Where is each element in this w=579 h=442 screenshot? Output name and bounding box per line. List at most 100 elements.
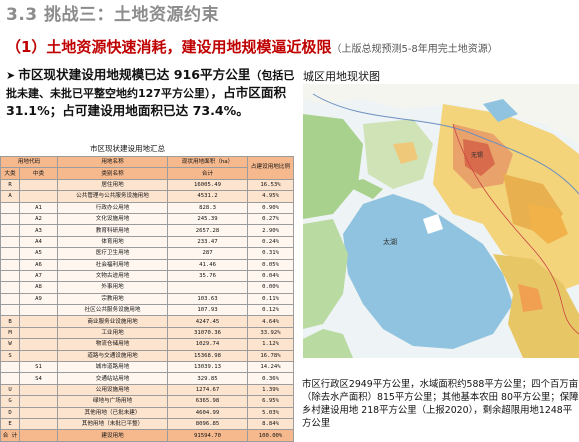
cell-share: 0.36% (247, 372, 295, 385)
cell-minor (18, 429, 59, 442)
cell-minor (18, 395, 59, 408)
cell-major (0, 235, 20, 249)
land-use-table: 用地代码 用地名称 现状用地面积（ha） 占建设用地比例 大类 中类 类别名称 … (0, 155, 295, 442)
cell-share: 0.05% (247, 258, 295, 271)
cell-area: 287 (167, 247, 249, 260)
cell-name: 教育科研用地 (57, 224, 169, 237)
cell-name: 城市道路用地 (57, 361, 169, 374)
cell-major: G (0, 395, 20, 408)
header-total: 合计 (167, 167, 249, 180)
table-row: A1 行政办公用地 828.3 0.90% (0, 201, 295, 214)
cell-area: 15368.98 (167, 349, 249, 363)
header-code: 用地代码 (0, 155, 59, 169)
cell-name: 社会福利用地 (57, 258, 169, 271)
cell-area: 41.46 (167, 258, 249, 271)
section-subtitle: （1）土地资源快速消耗，建设用地规模逼近极限（上版总规预测5-8年用完土地资源） (6, 36, 498, 57)
cell-minor (18, 178, 59, 192)
top-bar (0, 0, 579, 27)
table-row: S4 交通站站用地 329.85 0.36% (0, 372, 295, 385)
cell-area: 31070.36 (167, 326, 249, 340)
map-caption: 市区行政区2949平方公里，水域面积约588平方公里；四个百万亩（除去水产面积）… (302, 379, 579, 429)
cell-share: 6.95% (247, 395, 295, 408)
cell-share: 0.04% (247, 269, 295, 283)
cell-share: 2.90% (247, 224, 295, 237)
cell-major (0, 372, 20, 385)
header-share: 占建设用地比例 (247, 156, 295, 180)
cell-name: 宗教用地 (57, 292, 169, 306)
cell-major: 合 计 (0, 429, 20, 442)
cell-minor (18, 406, 59, 420)
cell-minor (18, 315, 59, 328)
cell-major: E (0, 417, 20, 431)
cell-share: 0.90% (247, 201, 295, 214)
cell-minor (18, 417, 59, 431)
cell-minor: A5 (18, 247, 59, 260)
cell-name: 居住用地 (57, 178, 169, 192)
cell-share: 16.53% (247, 178, 295, 192)
table-row: A5 医疗卫生用地 287 0.31% (0, 247, 295, 260)
cell-share: 1.39% (247, 383, 295, 397)
cell-name: 交通站站用地 (57, 372, 169, 385)
cell-area: 16005.49 (167, 178, 249, 192)
cell-share: 16.78% (247, 349, 295, 363)
cell-minor (18, 190, 59, 203)
table-row: B 商业服务业设施用地 4247.45 4.64% (0, 315, 295, 328)
page-title: 3.3 挑战三：土地资源约束 (6, 5, 220, 25)
land-use-map: 太湖 无锡 (303, 84, 579, 358)
cell-minor (18, 349, 59, 363)
table-row: 合 计 建设用地 91594.70 100.00% (0, 429, 295, 442)
cell-name: 外事用地 (57, 281, 169, 294)
cell-share: 1.12% (247, 338, 295, 351)
cell-name: 公共管理与公共服务设施用地 (57, 190, 169, 203)
table-row: S1 城市道路用地 13039.13 14.24% (0, 361, 295, 374)
cell-minor: S4 (18, 372, 59, 385)
cell-minor (18, 326, 59, 340)
table-row: A4 体育用地 233.47 0.24% (0, 235, 295, 249)
cell-minor: A7 (18, 269, 59, 283)
cell-minor (18, 304, 59, 317)
cell-share: 4.95% (247, 190, 295, 203)
cell-minor: A8 (18, 281, 59, 294)
table-row: E 其他用地（未批已平整） 8096.85 8.84% (0, 417, 295, 431)
cell-area: 107.93 (167, 304, 249, 317)
cell-major: W (0, 338, 20, 351)
table-row: 社区公共服务设施用地 107.93 0.12% (0, 304, 295, 317)
cell-share: 0.24% (247, 235, 295, 249)
cell-area: 233.47 (167, 235, 249, 249)
cell-name: 其他用地（未批已平整） (57, 417, 169, 431)
cell-minor: A9 (18, 292, 59, 306)
cell-name: 道路与交通设施用地 (57, 349, 169, 363)
cell-minor: A2 (18, 212, 59, 226)
header-minor: 中类 (18, 167, 59, 180)
cell-share: 100.00% (247, 429, 295, 442)
cell-major (0, 281, 20, 294)
cell-minor: A6 (18, 258, 59, 271)
land-use-map-graphic: 太湖 无锡 (303, 84, 579, 358)
header-major: 大类 (0, 167, 20, 180)
cell-share: 0.31% (247, 247, 295, 260)
cell-major (0, 292, 20, 306)
table-row: A3 教育科研用地 2657.28 2.90% (0, 224, 295, 237)
map-title: 城区用地现状图 (303, 70, 380, 83)
cell-minor (18, 338, 59, 351)
cell-name: 物流仓储用地 (57, 338, 169, 351)
cell-share: 33.92% (247, 326, 295, 340)
cell-share: 0.11% (247, 292, 295, 306)
cell-area: 4604.99 (167, 406, 249, 420)
cell-minor (18, 383, 59, 397)
cell-major (0, 201, 20, 214)
cell-major (0, 224, 20, 237)
cell-major (0, 247, 20, 260)
table-row: A8 外事用地 0.00% (0, 281, 295, 294)
cell-major (0, 212, 20, 226)
subtitle-note: （上版总规预测5-8年用完土地资源） (331, 44, 498, 55)
lake-label: 太湖 (383, 237, 397, 246)
cell-share: 0.12% (247, 304, 295, 317)
table-row: U 公用设施用地 1274.67 1.39% (0, 383, 295, 397)
cell-major (0, 258, 20, 271)
table-header-row: 用地代码 用地名称 现状用地面积（ha） 占建设用地比例 (0, 155, 295, 180)
cell-major: M (0, 326, 20, 340)
cell-major: B (0, 315, 20, 328)
table-row: S 道路与交通设施用地 15368.98 16.78% (0, 349, 295, 363)
cell-minor: A4 (18, 235, 59, 249)
